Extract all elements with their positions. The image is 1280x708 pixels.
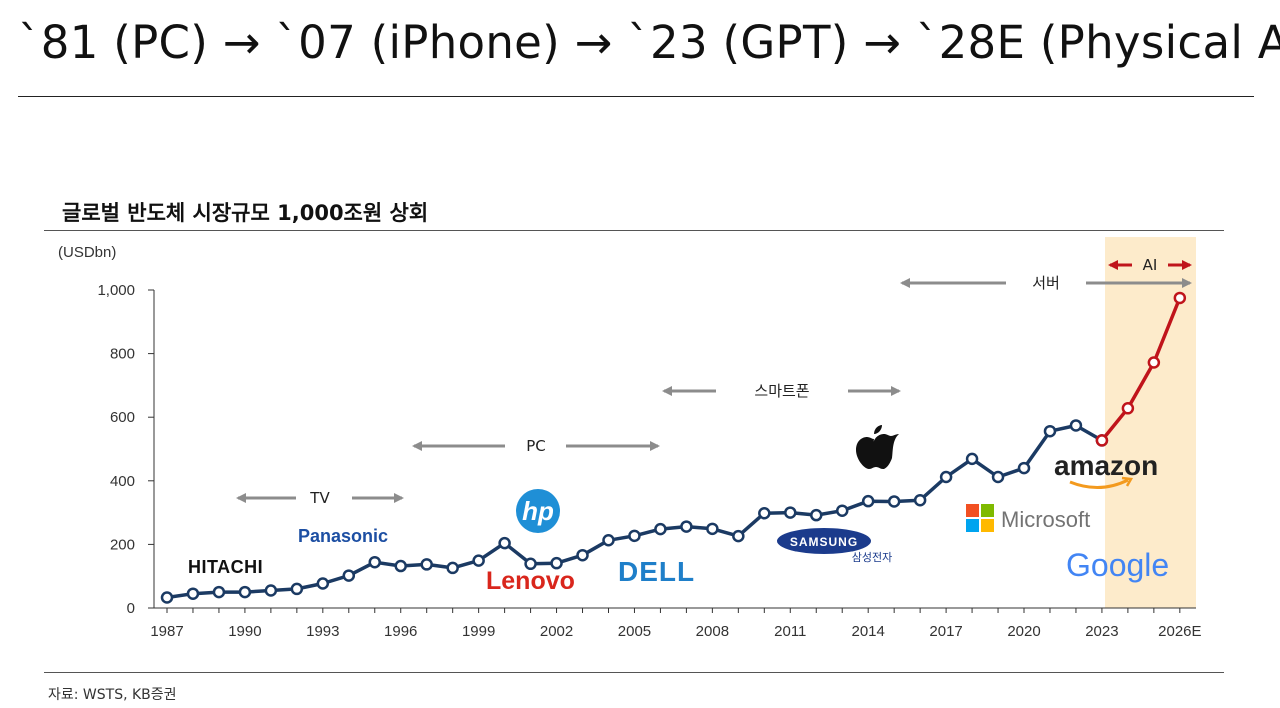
y-tick-label: 0 bbox=[127, 600, 135, 617]
era-label-pc: PC bbox=[526, 437, 546, 455]
data-point bbox=[602, 534, 615, 547]
data-point bbox=[1147, 356, 1161, 369]
data-point bbox=[835, 504, 849, 517]
data-point bbox=[965, 452, 979, 466]
x-tick-label: 1996 bbox=[384, 623, 417, 640]
logo-samsung-korean: 삼성전자 bbox=[852, 551, 892, 564]
data-point bbox=[524, 557, 537, 571]
y-tick-label: 200 bbox=[110, 536, 135, 553]
x-tick-label: 2026E bbox=[1158, 623, 1201, 640]
data-point bbox=[887, 495, 901, 508]
source-note: 자료: WSTS, KB증권 bbox=[48, 687, 177, 703]
chart-title-divider bbox=[44, 230, 1224, 231]
logo-microsoft: Microsoft bbox=[966, 504, 1090, 532]
data-point bbox=[212, 585, 226, 599]
era-tv: TV bbox=[236, 489, 404, 507]
logo-panasonic: Panasonic bbox=[298, 526, 388, 546]
y-tick-label: 800 bbox=[110, 346, 135, 363]
data-point bbox=[498, 536, 511, 550]
data-point bbox=[160, 591, 174, 604]
svg-text:SAMSUNG: SAMSUNG bbox=[790, 535, 858, 549]
x-tick-label: 1990 bbox=[228, 623, 261, 640]
data-point bbox=[264, 584, 278, 597]
data-point bbox=[1017, 461, 1031, 475]
data-point bbox=[420, 558, 433, 571]
data-point bbox=[446, 561, 459, 575]
data-point bbox=[550, 556, 563, 570]
era-label-server: 서버 bbox=[1032, 274, 1060, 292]
x-tick-label: 1999 bbox=[462, 623, 495, 640]
logo-google: Google bbox=[1066, 547, 1169, 583]
data-point bbox=[238, 585, 252, 599]
data-point bbox=[576, 548, 589, 562]
x-tick-label: 2014 bbox=[852, 623, 885, 640]
data-point bbox=[290, 582, 304, 596]
data-point bbox=[991, 470, 1005, 484]
data-point bbox=[628, 529, 641, 543]
data-point bbox=[706, 522, 719, 536]
data-point bbox=[939, 470, 953, 484]
data-point bbox=[758, 506, 771, 520]
data-point bbox=[342, 569, 356, 582]
headline: `81 (PC) → `07 (iPhone) → `23 (GPT) → `2… bbox=[18, 16, 1280, 69]
footer-divider bbox=[44, 672, 1224, 673]
chart-title: 글로벌 반도체 시장규모 1,000조원 상회 bbox=[62, 201, 429, 225]
data-point bbox=[680, 520, 693, 533]
svg-text:amazon: amazon bbox=[1054, 450, 1158, 481]
y-tick-label: 600 bbox=[110, 409, 135, 426]
y-tick-label: 400 bbox=[110, 473, 135, 490]
data-point bbox=[1069, 419, 1083, 432]
x-tick-label: 1987 bbox=[150, 623, 183, 640]
data-point bbox=[732, 529, 745, 543]
x-tick-label: 2023 bbox=[1085, 623, 1118, 640]
svg-text:Microsoft: Microsoft bbox=[1001, 507, 1090, 532]
logo-hp: hp bbox=[516, 489, 560, 533]
data-point bbox=[316, 577, 330, 590]
era-pc: PC bbox=[412, 437, 660, 455]
era-ai: AI bbox=[1108, 256, 1192, 274]
era-smartphone: 스마트폰 bbox=[662, 382, 901, 400]
x-tick-label: 2020 bbox=[1007, 623, 1040, 640]
data-point bbox=[368, 555, 382, 569]
x-tick-label: 1993 bbox=[306, 623, 339, 640]
data-point bbox=[1173, 291, 1187, 305]
svg-text:hp: hp bbox=[522, 496, 554, 526]
svg-text:Google: Google bbox=[1066, 547, 1169, 583]
data-point bbox=[186, 587, 200, 600]
logo-apple bbox=[856, 425, 899, 469]
era-label-ai: AI bbox=[1143, 256, 1158, 274]
era-label-smartphone: 스마트폰 bbox=[754, 382, 809, 400]
logo-lenovo: Lenovo bbox=[486, 567, 575, 595]
data-point bbox=[1121, 402, 1135, 415]
data-point bbox=[1095, 434, 1109, 447]
y-axis-unit-label: (USDbn) bbox=[58, 244, 116, 261]
data-point bbox=[654, 522, 667, 536]
headline-divider bbox=[18, 96, 1254, 97]
data-point bbox=[861, 494, 875, 508]
x-tick-label: 2017 bbox=[929, 623, 962, 640]
series-line-ai-forecast bbox=[1100, 297, 1182, 442]
data-point bbox=[810, 508, 823, 522]
data-point bbox=[784, 506, 797, 519]
data-point bbox=[394, 559, 407, 573]
y-tick-label: 1,000 bbox=[97, 282, 135, 299]
logo-amazon: amazon bbox=[1054, 450, 1158, 489]
logo-samsung: SAMSUNG 삼성전자 bbox=[777, 528, 892, 564]
x-tick-label: 2005 bbox=[618, 623, 651, 640]
x-tick-label: 2011 bbox=[774, 623, 806, 640]
logo-dell: DELL bbox=[618, 556, 695, 587]
logo-hitachi: HITACHI bbox=[188, 557, 263, 577]
data-point bbox=[913, 493, 927, 507]
x-tick-label: 2002 bbox=[540, 623, 573, 640]
era-server: 서버 bbox=[900, 274, 1192, 292]
data-point bbox=[1043, 424, 1057, 438]
era-label-tv: TV bbox=[309, 489, 330, 507]
data-point bbox=[472, 554, 485, 567]
x-tick-label: 2008 bbox=[696, 623, 729, 640]
